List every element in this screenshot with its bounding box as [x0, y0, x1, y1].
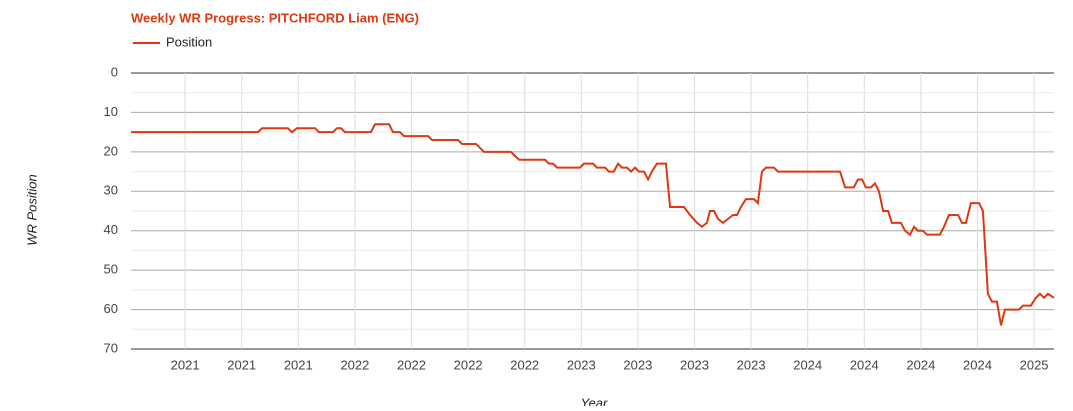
x-tick-label: 2024: [963, 357, 992, 372]
x-tick-label: 2022: [454, 357, 483, 372]
x-tick-label: 2024: [906, 357, 935, 372]
y-tick-label: 40: [104, 222, 118, 237]
x-tick-label: 2024: [850, 357, 879, 372]
y-tick-label: 30: [104, 183, 118, 198]
y-tick-label: 20: [104, 143, 118, 158]
x-tick-label: 2022: [397, 357, 426, 372]
y-tick-label: 60: [104, 301, 118, 316]
x-tick-label: 2023: [737, 357, 766, 372]
x-tick-label: 2022: [510, 357, 539, 372]
x-tick-label: 2023: [680, 357, 709, 372]
y-tick-label: 50: [104, 262, 118, 277]
x-tick-label: 2021: [284, 357, 313, 372]
x-tick-label: 2025: [1020, 357, 1049, 372]
x-tick-label: 2022: [340, 357, 369, 372]
x-axis-label: Year: [581, 395, 608, 406]
y-tick-label: 0: [111, 64, 118, 79]
x-tick-label: 2021: [227, 357, 256, 372]
x-tick-label: 2023: [623, 357, 652, 372]
x-tick-label: 2023: [567, 357, 596, 372]
chart-title: Weekly WR Progress: PITCHFORD Liam (ENG): [131, 10, 419, 25]
x-tick-label: 2021: [171, 357, 200, 372]
x-tick-label: 2024: [793, 357, 822, 372]
y-axis-label: WR Position: [24, 174, 39, 246]
legend-label: Position: [166, 34, 212, 49]
y-tick-label: 70: [104, 340, 118, 355]
y-tick-label: 10: [104, 104, 118, 119]
data-line: [131, 123, 1055, 326]
